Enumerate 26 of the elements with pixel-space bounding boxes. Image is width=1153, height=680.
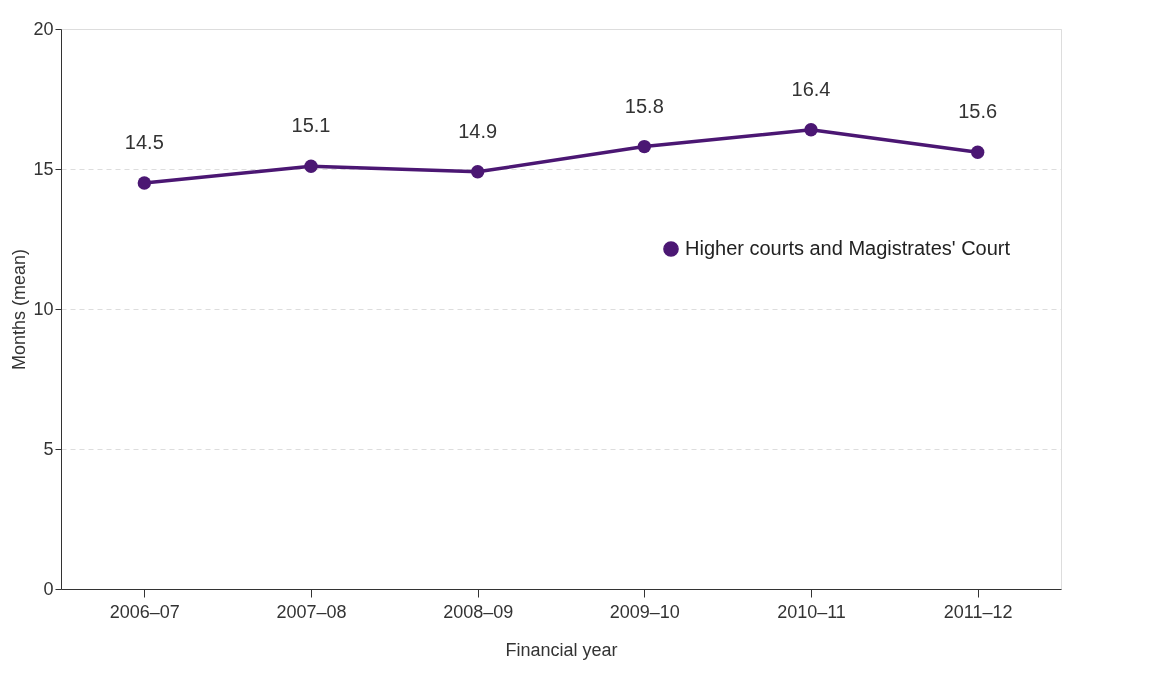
x-tick-label: 2009–10	[609, 601, 680, 622]
x-tick-label: 2008–09	[443, 601, 514, 622]
point	[137, 176, 152, 190]
data-label: 14.9	[458, 119, 498, 142]
data-label: 14.5	[124, 131, 164, 153]
y-tick-label: 15	[33, 158, 54, 179]
y-axis-title: Months (mean)	[9, 248, 30, 371]
legend-label: Higher courts and Magistrates' Court	[685, 237, 1011, 259]
y-tick-label: 5	[43, 438, 54, 459]
x-tick-label: 2006–07	[109, 601, 180, 622]
y-tick-label: 10	[33, 298, 54, 319]
data-label: 16.4	[791, 77, 831, 100]
point	[804, 123, 818, 137]
point	[970, 145, 985, 159]
data-label: 15.8	[624, 94, 664, 117]
point	[637, 139, 652, 154]
x-tick-label: 2007–08	[276, 601, 347, 622]
point	[304, 159, 318, 173]
data-label: 15.1	[291, 114, 331, 137]
data-label: 15.6	[958, 100, 998, 123]
point	[470, 165, 485, 179]
y-tick-label: 20	[33, 18, 54, 39]
x-tick-label: 2011–12	[943, 601, 1013, 622]
y-tick-label: 0	[43, 578, 54, 599]
x-axis-title: Financial year	[505, 639, 618, 660]
x-tick-label: 2010–11	[777, 601, 846, 622]
